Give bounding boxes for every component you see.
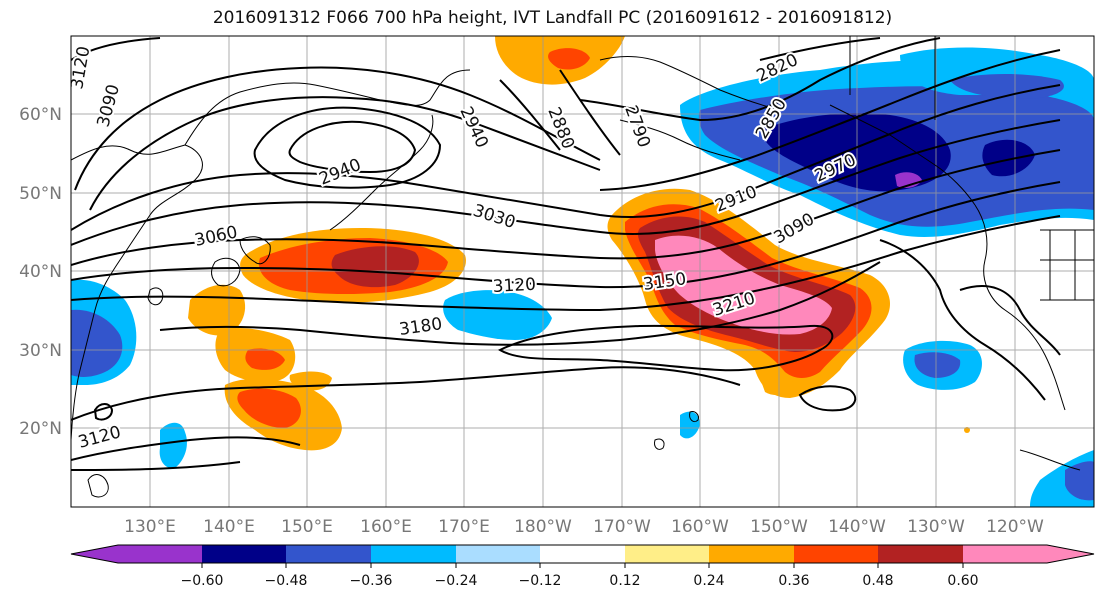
longitude-labels: 130°E 140°E 150°E 160°E 170°E 180°W 170°… bbox=[124, 517, 1044, 537]
lon-label: 140°E bbox=[203, 517, 255, 537]
lat-label: 60°N bbox=[19, 105, 62, 125]
colorbar-outline bbox=[70, 544, 1095, 564]
lon-label: 150°E bbox=[281, 517, 333, 537]
colorbar-ticks bbox=[201, 563, 964, 568]
colorbar-segment bbox=[625, 545, 709, 563]
colorbar-segment bbox=[71, 545, 202, 563]
lon-label: 120°W bbox=[986, 517, 1044, 537]
lat-label: 40°N bbox=[19, 262, 62, 282]
colorbar-segment bbox=[456, 545, 540, 563]
colorbar-label: −0.24 bbox=[435, 573, 478, 589]
colorbar-label: 0.12 bbox=[609, 573, 640, 589]
colorbar-label: −0.12 bbox=[519, 573, 562, 589]
lon-label: 160°E bbox=[360, 517, 412, 537]
colorbar-segment bbox=[963, 545, 1094, 563]
colorbar-segment bbox=[794, 545, 878, 563]
lon-label: 130°E bbox=[124, 517, 176, 537]
lon-label: 160°W bbox=[671, 517, 729, 537]
height-contours bbox=[71, 37, 1061, 471]
colorbar-label: 0.36 bbox=[778, 573, 809, 589]
lat-label: 30°N bbox=[19, 341, 62, 361]
colorbar-segment bbox=[709, 545, 794, 563]
colorbar-label: 0.24 bbox=[693, 573, 724, 589]
colorbar-label: 0.60 bbox=[947, 573, 978, 589]
lon-label: 130°W bbox=[907, 517, 965, 537]
lat-label: 50°N bbox=[19, 184, 62, 204]
colorbar-segment bbox=[540, 545, 625, 563]
lon-label: 180°W bbox=[514, 517, 572, 537]
colorbar-label: −0.36 bbox=[350, 573, 393, 589]
contour-label: 3120 bbox=[492, 275, 536, 297]
lon-label: 170°E bbox=[438, 517, 490, 537]
contour-label: 3120 bbox=[67, 45, 94, 91]
map-title: 2016091312 F066 700 hPa height, IVT Land… bbox=[212, 8, 893, 28]
map-frame bbox=[70, 35, 1095, 508]
lon-label: 150°W bbox=[750, 517, 808, 537]
lat-label: 20°N bbox=[19, 419, 62, 439]
colorbar-label: 0.48 bbox=[862, 573, 893, 589]
colorbar-label: −0.48 bbox=[265, 573, 308, 589]
map-plot-area: 3120 3090 2940 2880 2790 2820 2850 2910 … bbox=[67, 36, 1094, 507]
lon-label: 140°W bbox=[828, 517, 886, 537]
lon-label: 170°W bbox=[593, 517, 651, 537]
colorbar-segment bbox=[286, 545, 371, 563]
colorbar: −0.60 −0.48 −0.36 −0.24 −0.12 0.12 0.24 … bbox=[70, 544, 1095, 589]
colorbar-segment bbox=[371, 545, 456, 563]
colorbar-segment bbox=[878, 545, 963, 563]
colorbar-segment bbox=[202, 545, 286, 563]
latitude-labels: 60°N 50°N 40°N 30°N 20°N bbox=[19, 105, 62, 439]
coastlines bbox=[71, 36, 1094, 498]
colorbar-label: −0.60 bbox=[181, 573, 224, 589]
